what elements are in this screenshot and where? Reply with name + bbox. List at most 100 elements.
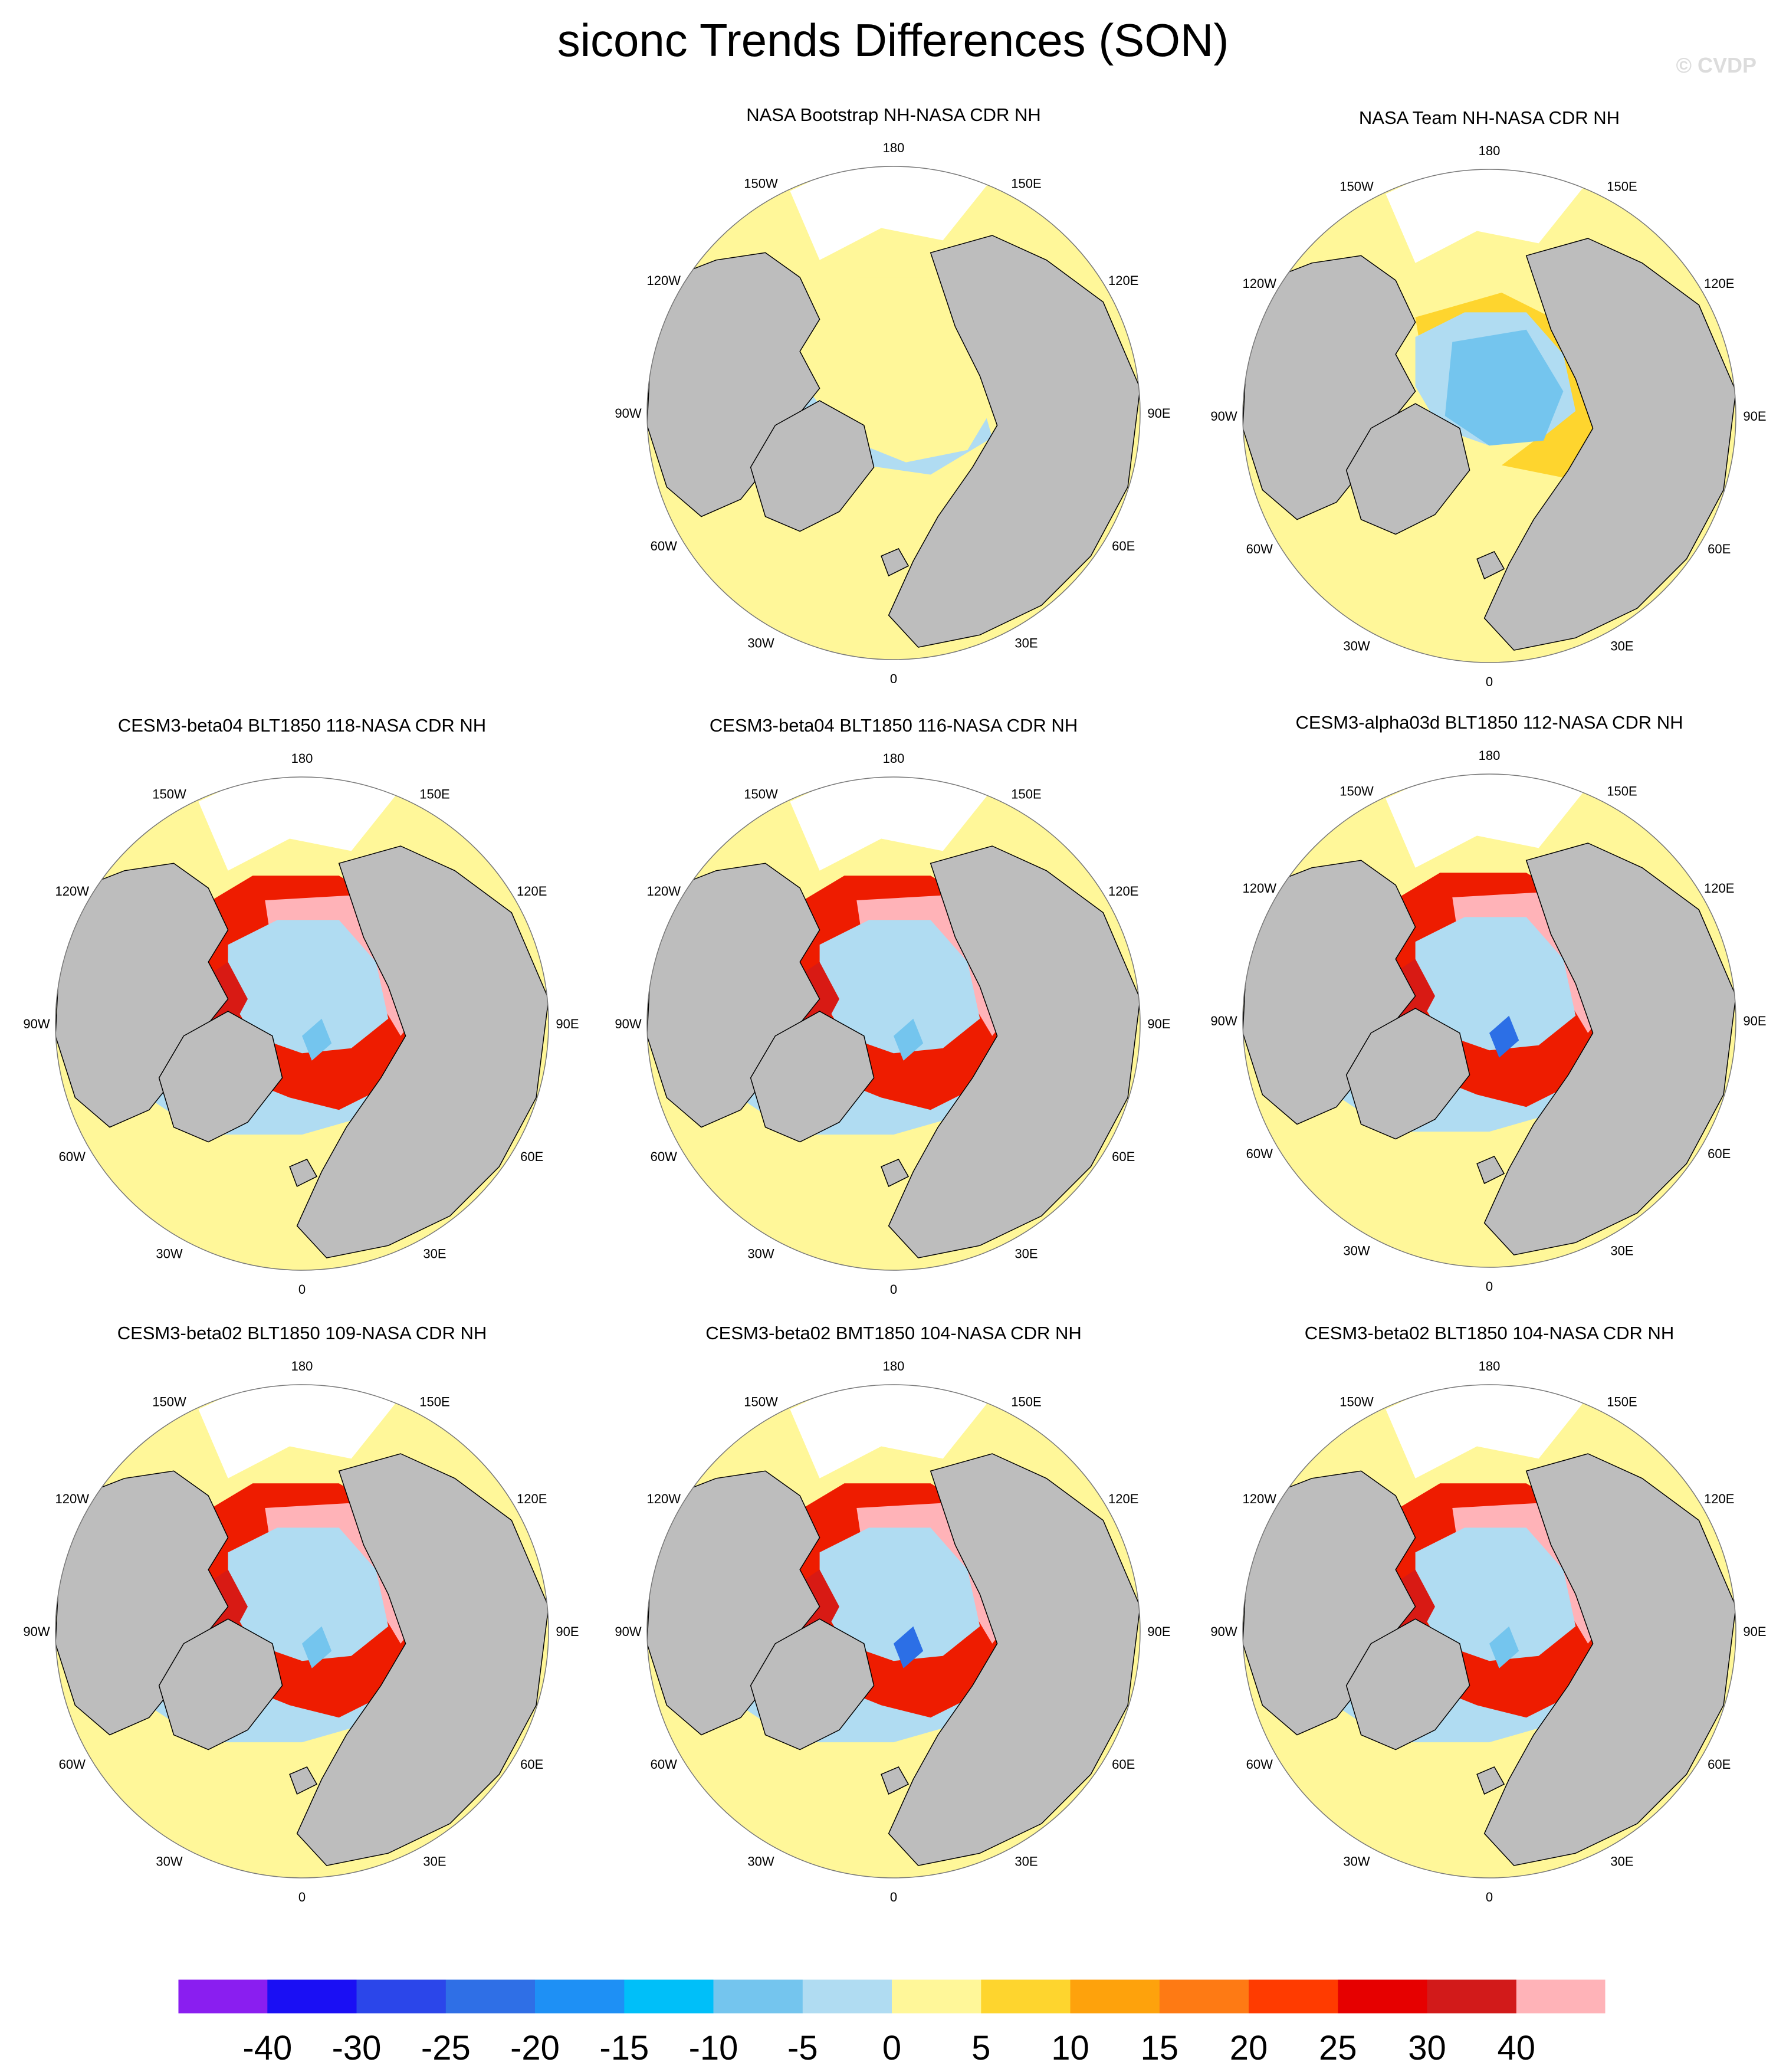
greenland-land — [158, 1011, 283, 1143]
map-panel-beta04-118: CESM3-beta04 BLT1850 118-NASA CDR NH 180… — [22, 714, 582, 1310]
longitude-label: 150E — [419, 1394, 449, 1409]
longitude-label: 30W — [747, 1854, 774, 1869]
longitude-label: 60E — [1112, 539, 1135, 553]
colorbar-swatch — [1249, 1979, 1338, 2014]
longitude-label: 120W — [1243, 881, 1277, 896]
map-border — [55, 776, 549, 1271]
map-border — [646, 1384, 1141, 1878]
map-panel-bootstrap: NASA Bootstrap NH-NASA CDR NH 180 150E 120… — [613, 103, 1174, 699]
longitude-label: 0 — [298, 1282, 306, 1297]
colorbar-label: -10 — [689, 2029, 738, 2067]
longitude-label: 180 — [291, 1359, 313, 1373]
longitude-label: 30E — [1015, 636, 1038, 651]
longitude-label: 120E — [517, 1491, 547, 1506]
longitude-label: 120E — [1704, 1491, 1734, 1506]
greenland-land — [158, 1618, 283, 1750]
colorbar-swatch — [267, 1979, 357, 2014]
longitude-label: 90W — [23, 1017, 50, 1031]
colorbar-label: 25 — [1319, 2029, 1357, 2067]
polar-map: 180 150E 120E 90E 60E 30E 0 30W 60W 90W 120W 150W — [23, 751, 579, 1297]
panel-title: CESM3-beta02 BMT1850 104-NASA CDR NH — [705, 1323, 1082, 1343]
iceland-land — [881, 1766, 910, 1795]
eurasia-land — [1483, 842, 1736, 1255]
figure-title: siconc Trends Differences (SON) — [557, 14, 1229, 66]
longitude-label: 30E — [423, 1247, 446, 1261]
longitude-label: 60E — [1708, 542, 1731, 556]
longitude-label: 30W — [1343, 1244, 1370, 1258]
longitude-label: 180 — [291, 751, 313, 766]
map-content — [647, 166, 1140, 660]
eurasia-land — [1483, 1453, 1736, 1866]
eurasia-land — [888, 235, 1140, 648]
longitude-label: 150W — [744, 176, 778, 191]
missing-data-region — [790, 777, 993, 871]
longitude-label: 90W — [615, 406, 641, 421]
negative-trend-spot — [1489, 1015, 1519, 1058]
negative-trend-spot — [894, 1626, 924, 1668]
map-content — [55, 777, 549, 1270]
longitude-label: 60E — [1112, 1757, 1135, 1772]
colorbar-swatch — [1070, 1979, 1160, 2014]
greenland-land — [750, 1618, 875, 1750]
polar-map: 180 150E 120E 90E 60E 30E 0 30W 60W 90W 120W 150W — [1210, 748, 1766, 1294]
colorbar-swatch — [713, 1979, 803, 2014]
longitude-label: 90E — [1743, 409, 1766, 424]
panel-title: CESM3-alpha03d BLT1850 112-NASA CDR NH — [1295, 712, 1683, 733]
eurasia-land — [296, 845, 549, 1258]
longitude-label: 30E — [423, 1854, 446, 1869]
map-content — [1243, 774, 1736, 1267]
longitude-label: 120W — [55, 884, 90, 899]
polar-map: 180 150E 120E 90E 60E 30E 0 30W 60W 90W 120W 150W — [615, 1359, 1170, 1904]
longitude-label: 30E — [1610, 639, 1633, 654]
longitude-label: 150W — [1340, 179, 1374, 194]
longitude-label: 90E — [556, 1017, 579, 1031]
longitude-label: 120E — [1108, 273, 1138, 288]
longitude-label: 30W — [1343, 1854, 1370, 1869]
map-content — [55, 1385, 549, 1878]
longitude-label: 60E — [520, 1149, 543, 1164]
longitude-label: 0 — [1486, 1279, 1493, 1294]
greenland-land — [1345, 1008, 1470, 1140]
greenland-land — [1345, 403, 1470, 535]
map-border — [646, 776, 1141, 1271]
longitude-label: 0 — [890, 1890, 897, 1904]
longitude-label: 150W — [744, 786, 778, 801]
colorbar-outline — [178, 1979, 1606, 2014]
longitude-label: 90E — [1147, 1624, 1170, 1639]
iceland-land — [1476, 1155, 1505, 1184]
longitude-label: 120W — [647, 884, 681, 899]
negative-trend-spot — [302, 1018, 332, 1061]
longitude-label: 60W — [1246, 1757, 1273, 1772]
longitude-label: 90E — [1743, 1624, 1766, 1639]
colorbar-label: -15 — [599, 2029, 649, 2067]
longitude-label: 0 — [890, 1282, 897, 1297]
longitude-label: 60E — [1112, 1149, 1135, 1164]
longitude-label: 120E — [1108, 1491, 1138, 1506]
longitude-label: 60W — [59, 1149, 86, 1164]
polar-map: 180 150E 120E 90E 60E 30E 0 30W 60W 90W 120W 150W — [615, 751, 1170, 1297]
missing-data-region — [1386, 169, 1588, 263]
polar-map: 180 150E 120E 90E 60E 30E 0 30W 60W 90W 120W 150W — [23, 1359, 579, 1904]
polar-map: 180 150E 120E 90E 60E 30E 0 30W 60W 90W 120W 150W — [1210, 1359, 1766, 1904]
longitude-label: 120W — [1243, 1491, 1277, 1506]
longitude-label: 180 — [883, 1359, 905, 1373]
longitude-label: 180 — [1479, 748, 1501, 763]
colorbar-label: 5 — [971, 2029, 990, 2067]
colorbar-label: -40 — [242, 2029, 292, 2067]
map-content — [647, 777, 1140, 1270]
longitude-label: 0 — [1486, 674, 1493, 689]
panel-title: CESM3-beta02 BLT1850 109-NASA CDR NH — [117, 1323, 487, 1343]
colorbar-swatch — [1159, 1979, 1249, 2014]
iceland-land — [1476, 550, 1505, 579]
map-panel-beta02-blt-104: CESM3-beta02 BLT1850 104-NASA CDR NH 180… — [1209, 1322, 1769, 1917]
longitude-label: 120W — [647, 1491, 681, 1506]
eurasia-land — [888, 845, 1140, 1258]
longitude-label: 0 — [298, 1890, 306, 1904]
longitude-label: 180 — [1479, 143, 1501, 158]
arctic-center-region — [819, 1527, 980, 1661]
colorbar-label: 15 — [1141, 2029, 1179, 2067]
missing-data-region — [198, 777, 401, 871]
longitude-label: 30W — [747, 636, 774, 651]
eurasia-land — [1483, 238, 1736, 651]
negative-trend-core — [1444, 329, 1564, 446]
